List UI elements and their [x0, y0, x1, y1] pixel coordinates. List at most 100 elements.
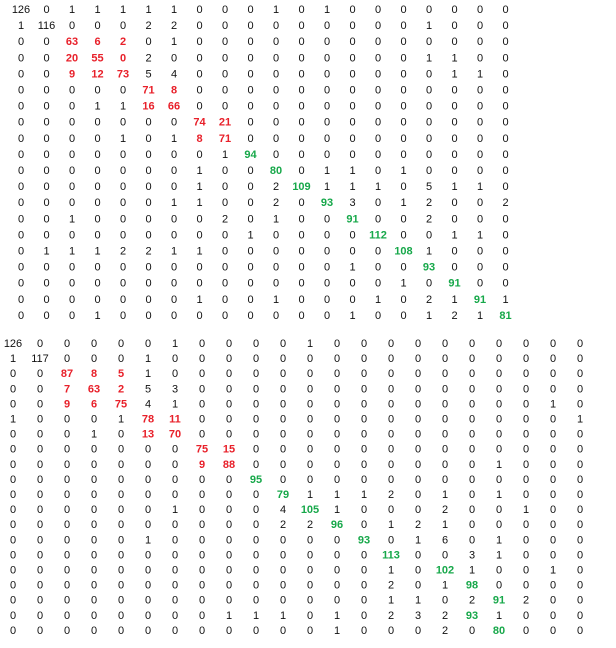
matrix-0-cell-r1-c12: 0 [324, 20, 330, 32]
matrix-1-cell-r3-c2: 7 [64, 383, 70, 395]
matrix-1-cell-r2-c11: 0 [307, 368, 313, 380]
matrix-1-cell-r19-c15: 0 [415, 625, 421, 637]
matrix-1-cell-r13-c3: 0 [91, 534, 97, 546]
matrix-1-cell-r16-c21: 0 [577, 580, 583, 592]
matrix-1-cell-r6-c12: 0 [334, 429, 340, 441]
matrix-1-cell-r5-c20: 0 [550, 414, 556, 426]
matrix-1-cell-r6-c21: 0 [577, 429, 583, 441]
matrix-0-cell-r8-c6: 1 [171, 133, 177, 145]
matrix-0-cell-r2-c3: 6 [94, 36, 100, 48]
matrix-0-cell-r7-c16: 0 [426, 117, 432, 129]
matrix-1-cell-r4-c19: 0 [523, 398, 529, 410]
matrix-0-cell-r4-c9: 0 [247, 68, 253, 80]
matrix-1-cell-r9-c20: 0 [550, 474, 556, 486]
matrix-1-cell-r6-c19: 0 [523, 429, 529, 441]
matrix-0-cell-r4-c6: 4 [171, 68, 177, 80]
matrix-1-cell-r19-c18: 80 [493, 625, 505, 637]
matrix-0-cell-r16-c8: 0 [222, 262, 228, 274]
matrix-1-cell-r0-c13: 0 [361, 338, 367, 350]
matrix-0-cell-r13-c12: 0 [324, 213, 330, 225]
matrix-0-cell-r18-c12: 0 [324, 294, 330, 306]
matrix-0-cell-r13-c16: 2 [426, 213, 432, 225]
matrix-1-cell-r4-c8: 0 [226, 398, 232, 410]
matrix-1-cell-r14-c15: 0 [415, 549, 421, 561]
matrix-0-cell-r17-c12: 0 [324, 278, 330, 290]
matrix-0-cell-r0-c6: 1 [171, 4, 177, 16]
matrix-0-cell-r2-c13: 0 [349, 36, 355, 48]
matrix-1-cell-r13-c20: 0 [550, 534, 556, 546]
matrix-0-cell-r12-c2: 0 [69, 197, 75, 209]
matrix-0-cell-r0-c5: 1 [145, 4, 151, 16]
matrix-0-cell-r8-c11: 0 [298, 133, 304, 145]
matrix-1-cell-r2-c6: 0 [172, 368, 178, 380]
matrix-1-cell-r19-c3: 0 [91, 625, 97, 637]
matrix-0-cell-r15-c18: 0 [477, 246, 483, 258]
matrix-0-cell-r0-c15: 0 [400, 4, 406, 16]
matrix-1-cell-r17-c4: 0 [118, 595, 124, 607]
matrix-1-cell-r12-c4: 0 [118, 519, 124, 531]
matrix-0-cell-r12-c3: 0 [94, 197, 100, 209]
matrix-1-cell-r14-c3: 0 [91, 549, 97, 561]
matrix-1-cell-r3-c19: 0 [523, 383, 529, 395]
matrix-0-cell-r11-c2: 0 [69, 181, 75, 193]
matrix-1-cell-r16-c11: 0 [307, 580, 313, 592]
matrix-0-cell-r4-c15: 0 [400, 68, 406, 80]
matrix-1-cell-r9-c16: 0 [442, 474, 448, 486]
matrix-0-cell-r10-c5: 0 [145, 165, 151, 177]
matrix-0-cell-r4-c12: 0 [324, 68, 330, 80]
matrix-0-cell-r2-c15: 0 [400, 36, 406, 48]
matrix-0-cell-r7-c14: 0 [375, 117, 381, 129]
matrix-1-cell-r0-c20: 0 [550, 338, 556, 350]
matrix-1-cell-r16-c4: 0 [118, 580, 124, 592]
matrix-1-cell-r17-c8: 0 [226, 595, 232, 607]
matrix-0-cell-r11-c13: 1 [349, 181, 355, 193]
matrix-0-cell-r9-c16: 0 [426, 149, 432, 161]
matrix-1-cell-r13-c7: 0 [199, 534, 205, 546]
matrix-1-cell-r15-c6: 0 [172, 565, 178, 577]
matrix-0-cell-r0-c13: 0 [349, 4, 355, 16]
matrix-1-cell-r7-c1: 0 [37, 444, 43, 456]
matrix-0-cell-r19-c19: 81 [499, 310, 511, 322]
matrix-0-cell-r0-c14: 0 [375, 4, 381, 16]
matrix-0-cell-r3-c15: 0 [400, 52, 406, 64]
matrix-1-cell-r1-c1: 117 [31, 353, 49, 365]
matrix-1-cell-r16-c16: 1 [442, 580, 448, 592]
matrix-1-cell-r1-c15: 0 [415, 353, 421, 365]
matrix-1-cell-r2-c17: 0 [469, 368, 475, 380]
matrix-1-cell-r15-c18: 0 [496, 565, 502, 577]
matrix-1-cell-r16-c10: 0 [280, 580, 286, 592]
matrix-0-cell-r6-c18: 0 [477, 101, 483, 113]
matrix-1-cell-r12-c13: 0 [361, 519, 367, 531]
matrix-0-cell-r1-c7: 0 [196, 20, 202, 32]
matrix-1-cell-r16-c13: 0 [361, 580, 367, 592]
matrix-1-cell-r4-c9: 0 [253, 398, 259, 410]
matrix-1-cell-r12-c8: 0 [226, 519, 232, 531]
matrix-0-cell-r0-c0: 126 [12, 4, 30, 16]
matrix-1-cell-r7-c2: 0 [64, 444, 70, 456]
matrix-0-cell-r5-c5: 71 [142, 85, 154, 97]
matrix-1-cell-r18-c4: 0 [118, 610, 124, 622]
matrix-1-cell-r2-c7: 0 [199, 368, 205, 380]
matrix-1-cell-r17-c2: 0 [64, 595, 70, 607]
matrix-0-cell-r1-c8: 0 [222, 20, 228, 32]
matrix-0-cell-r11-c10: 2 [273, 181, 279, 193]
matrix-1-cell-r17-c16: 0 [442, 595, 448, 607]
matrix-1-cell-r13-c0: 0 [10, 534, 16, 546]
matrix-1-cell-r14-c1: 0 [37, 549, 43, 561]
matrix-1-cell-r3-c18: 0 [496, 383, 502, 395]
matrix-0-cell-r8-c18: 0 [477, 133, 483, 145]
matrix-0-cell-r6-c11: 0 [298, 101, 304, 113]
matrix-0-cell-r1-c15: 0 [400, 20, 406, 32]
matrix-1-cell-r2-c2: 87 [61, 368, 73, 380]
matrix-1-cell-r14-c18: 1 [496, 549, 502, 561]
matrix-0-cell-r15-c10: 0 [273, 246, 279, 258]
matrix-0-cell-r3-c16: 1 [426, 52, 432, 64]
matrix-0-cell-r4-c17: 1 [451, 68, 457, 80]
matrix-0-cell-r15-c17: 0 [451, 246, 457, 258]
matrix-0-cell-r19-c8: 0 [222, 310, 228, 322]
matrix-1-cell-r9-c9: 95 [250, 474, 262, 486]
matrix-1-cell-r11-c0: 0 [10, 504, 16, 516]
matrix-0-cell-r1-c14: 0 [375, 20, 381, 32]
matrix-0-cell-r17-c9: 0 [247, 278, 253, 290]
matrix-1-cell-r7-c14: 0 [388, 444, 394, 456]
